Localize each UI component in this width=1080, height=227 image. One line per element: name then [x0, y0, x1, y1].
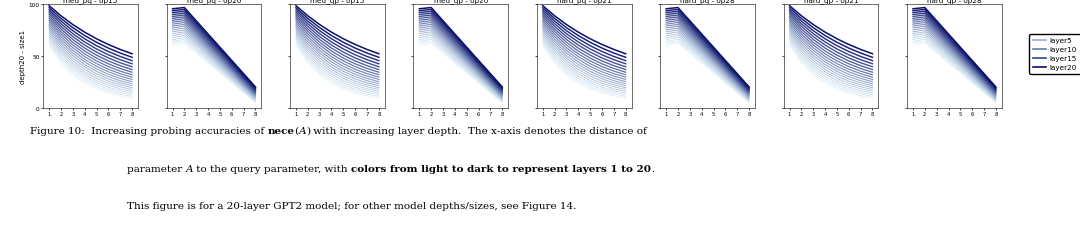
Text: colors from light to dark to represent layers 1 to 20: colors from light to dark to represent l… — [351, 165, 651, 173]
Title: hard_qp - op21: hard_qp - op21 — [804, 0, 859, 4]
Y-axis label: depth20 - size1: depth20 - size1 — [19, 30, 26, 83]
Text: with increasing layer depth.  The x-axis denotes the distance of: with increasing layer depth. The x-axis … — [310, 126, 647, 135]
Text: A: A — [299, 126, 307, 135]
Title: med_pq - op15: med_pq - op15 — [64, 0, 118, 4]
Text: A: A — [186, 165, 193, 173]
Text: This figure is for a 20-layer GPT2 model; for other model depths/sizes, see Figu: This figure is for a 20-layer GPT2 model… — [127, 201, 577, 210]
Text: ): ) — [307, 126, 310, 135]
Text: (: ( — [295, 126, 299, 135]
Text: Figure 10:  Increasing probing accuracies of: Figure 10: Increasing probing accuracies… — [30, 126, 268, 135]
Title: med_qp - op20: med_qp - op20 — [433, 0, 488, 4]
Legend: layer5, layer10, layer15, layer20: layer5, layer10, layer15, layer20 — [1029, 34, 1080, 74]
Text: nece: nece — [268, 126, 295, 135]
Text: .: . — [651, 165, 654, 173]
Text: parameter: parameter — [127, 165, 186, 173]
Title: med_qp - op15: med_qp - op15 — [310, 0, 365, 4]
Title: med_pq - op20: med_pq - op20 — [187, 0, 241, 4]
Text: to the query parameter, with: to the query parameter, with — [193, 165, 351, 173]
Title: hard_pq - op21: hard_pq - op21 — [557, 0, 611, 4]
Title: hard_qp - op28: hard_qp - op28 — [927, 0, 982, 4]
Title: hard_pq - op28: hard_pq - op28 — [680, 0, 734, 4]
